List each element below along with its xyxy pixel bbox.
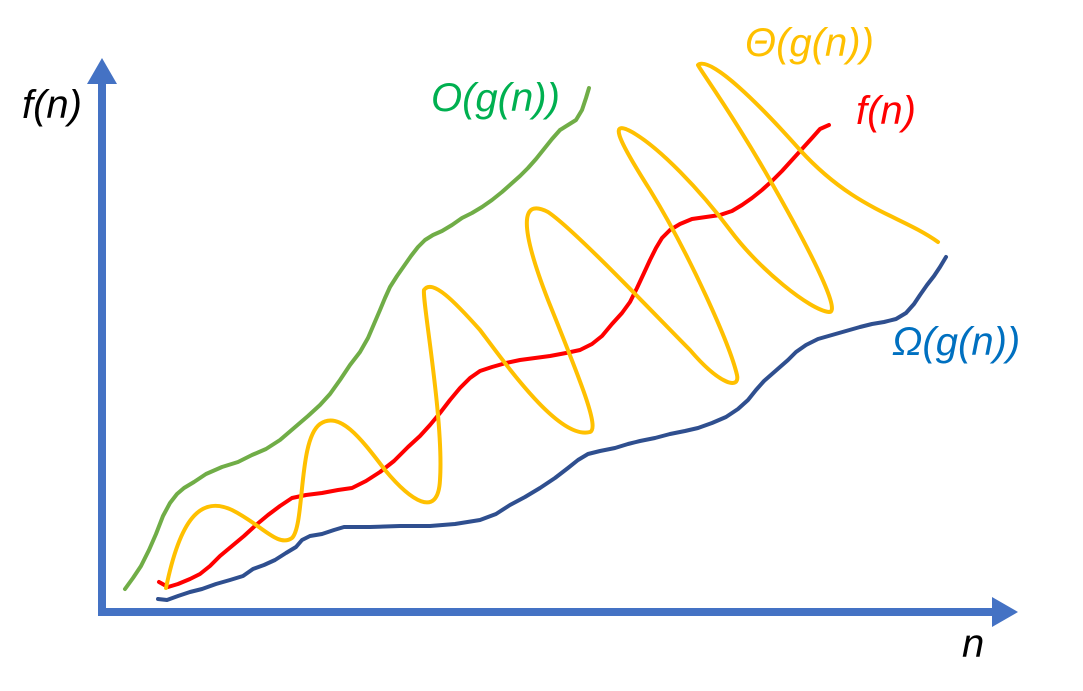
axes — [87, 58, 1018, 627]
x-axis-arrowhead — [992, 597, 1018, 627]
y-axis-label: f(n) — [22, 83, 82, 127]
big-o-curve — [123, 86, 591, 591]
f-label: f(n) — [856, 89, 916, 133]
f-curve — [157, 123, 831, 589]
theta-curve — [164, 61, 940, 590]
big-o-label: O(g(n)) — [431, 76, 560, 120]
y-axis-arrowhead — [87, 58, 117, 84]
omega-curve — [156, 255, 948, 602]
x-axis-label: n — [962, 622, 984, 666]
omega-label: Ω(g(n)) — [892, 320, 1020, 364]
theta-label: Θ(g(n)) — [745, 21, 874, 65]
